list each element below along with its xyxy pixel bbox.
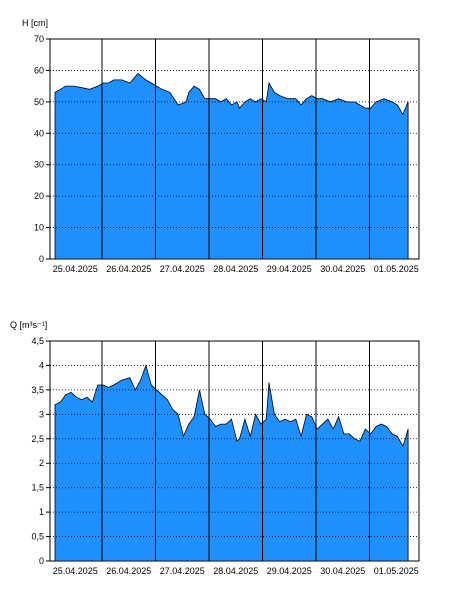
y-tick-label: 3,5 <box>31 385 44 395</box>
x-tick-label: 27.04.2025 <box>160 566 205 576</box>
y-tick-label: 0,5 <box>31 532 44 542</box>
y-tick-label: 4,5 <box>31 336 44 346</box>
x-tick-label: 25.04.2025 <box>53 566 98 576</box>
x-tick-label: 29.04.2025 <box>267 264 312 274</box>
y-tick-label: 1,5 <box>31 483 44 493</box>
y-tick-label: 50 <box>34 97 44 107</box>
y-tick-label: 3 <box>39 409 44 419</box>
y-tick-label: 60 <box>34 65 44 75</box>
series-area <box>54 73 409 260</box>
x-tick-label: 28.04.2025 <box>213 264 258 274</box>
y-tick-label: 2,5 <box>31 434 44 444</box>
y-tick-label: 30 <box>34 160 44 170</box>
y-tick-label: 0 <box>39 556 44 566</box>
y-axis-title: H [cm] <box>22 18 48 28</box>
y-axis-title: Q [m³s⁻¹] <box>10 320 47 330</box>
y-tick-label: 70 <box>34 34 44 44</box>
discharge-chart: 0 0,5 1 1,5 2 2,5 3 3,5 4 4,5 25.04.2025 26.04.2025… <box>10 320 420 576</box>
y-tick-label: 4 <box>39 360 44 370</box>
y-tick-label: 0 <box>39 254 44 264</box>
y-tick-label: 40 <box>34 128 44 138</box>
water-level-chart: 0 10 20 30 40 50 60 70 25.04.2025 26.04.2025 27.04… <box>22 18 420 274</box>
y-tick-label: 10 <box>34 223 44 233</box>
x-tick-label: 29.04.2025 <box>267 566 312 576</box>
x-tick-label: 26.04.2025 <box>106 566 151 576</box>
y-tick-label: 20 <box>34 191 44 201</box>
x-tick-label: 01.05.2025 <box>374 264 419 274</box>
x-tick-label: 25.04.2025 <box>53 264 98 274</box>
x-tick-label: 28.04.2025 <box>213 566 258 576</box>
x-tick-label: 01.05.2025 <box>374 566 419 576</box>
y-tick-label: 1 <box>39 507 44 517</box>
x-tick-label: 26.04.2025 <box>106 264 151 274</box>
y-tick-label: 2 <box>39 458 44 468</box>
x-tick-label: 30.04.2025 <box>320 264 365 274</box>
x-tick-label: 30.04.2025 <box>320 566 365 576</box>
x-tick-label: 27.04.2025 <box>160 264 205 274</box>
